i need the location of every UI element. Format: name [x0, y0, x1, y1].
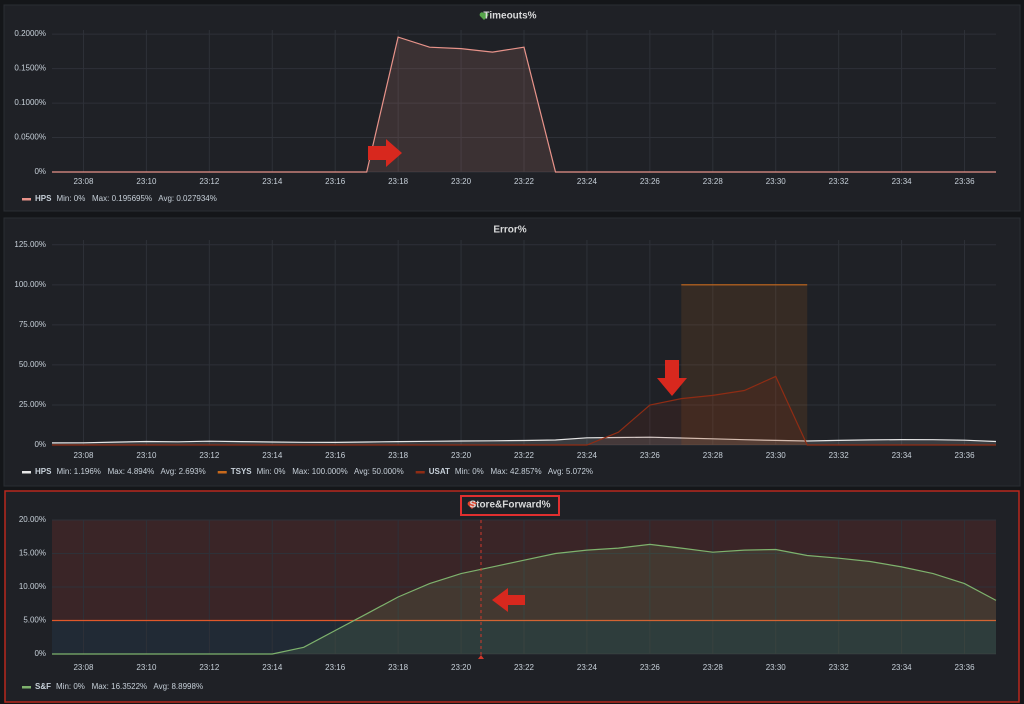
x-tick-label: 23:12 [199, 177, 220, 186]
legend-swatch [22, 471, 31, 474]
x-tick-label: 23:14 [262, 451, 283, 460]
annotation-marker [478, 655, 484, 659]
y-tick-label: 50.00% [19, 360, 46, 369]
x-tick-label: 23:34 [892, 177, 913, 186]
y-tick-label: 25.00% [19, 400, 46, 409]
x-tick-label: 23:32 [829, 663, 850, 672]
arrow [492, 588, 525, 612]
x-tick-label: 23:26 [640, 451, 661, 460]
series-line [52, 543, 997, 655]
x-tick-label: 23:14 [262, 177, 283, 186]
y-tick-label: 15.00% [19, 549, 46, 558]
y-tick-label: 0% [34, 649, 46, 658]
x-tick-label: 23:20 [451, 663, 472, 672]
y-tick-label: 0.1000% [14, 98, 46, 107]
x-tick-label: 23:36 [955, 451, 976, 460]
x-tick-label: 23:24 [577, 177, 598, 186]
y-tick-label: 0.1500% [14, 64, 46, 73]
x-tick-label: 23:12 [199, 663, 220, 672]
x-tick-label: 23:30 [766, 451, 787, 460]
chart-title: Error% [493, 225, 526, 236]
x-tick-label: 23:18 [388, 663, 409, 672]
legend-swatch [22, 686, 31, 689]
series-line [52, 36, 996, 173]
x-tick-label: 23:34 [892, 451, 913, 460]
legend-label[interactable]: S&F [35, 682, 51, 691]
x-tick-label: 23:28 [703, 663, 724, 672]
legend-stats: Min: 0% Max: 0.195695% Avg: 0.027934% [56, 194, 216, 203]
x-tick-label: 23:20 [451, 451, 472, 460]
legend-label[interactable]: USAT [429, 467, 450, 476]
x-tick-label: 23:14 [262, 663, 283, 672]
annotations [368, 139, 687, 659]
series-area [52, 37, 996, 172]
panel [3, 217, 1021, 487]
series-area [52, 376, 996, 445]
title-highlight [460, 495, 560, 516]
x-tick-label: 23:36 [955, 663, 976, 672]
x-tick-label: 23:24 [577, 663, 598, 672]
legend-label[interactable]: TSYS [231, 467, 253, 476]
series-area [681, 284, 808, 445]
chart-title: Store&Forward% [469, 500, 550, 511]
x-tick-label: 23:16 [325, 451, 346, 460]
x-tick-label: 23:16 [325, 663, 346, 672]
x-tick-label: 23:12 [199, 451, 220, 460]
x-tick-label: 23:36 [955, 177, 976, 186]
x-tick-label: 23:10 [136, 177, 157, 186]
y-tick-label: 0% [34, 167, 46, 176]
y-tick-label: 0.2000% [14, 29, 46, 38]
y-tick-label: 100.00% [14, 280, 46, 289]
x-tick-label: 23:30 [766, 663, 787, 672]
x-tick-label: 23:08 [73, 451, 94, 460]
y-tick-label: 0.0500% [14, 133, 46, 142]
x-tick-label: 23:20 [451, 177, 472, 186]
y-tick-label: 0% [34, 440, 46, 449]
legend-swatch [217, 471, 227, 474]
arrow [657, 360, 687, 396]
x-tick-label: 23:32 [829, 177, 850, 186]
x-tick-label: 23:10 [136, 663, 157, 672]
legend-label[interactable]: HPS [35, 194, 52, 203]
legend-swatch [22, 198, 31, 201]
x-tick-label: 23:10 [136, 451, 157, 460]
x-tick-label: 23:08 [73, 177, 94, 186]
x-tick-label: 23:18 [388, 451, 409, 460]
legend-stats: Min: 1.196% Max: 4.894% Avg: 2.693% [56, 467, 205, 476]
x-tick-label: 23:26 [640, 177, 661, 186]
x-tick-label: 23:30 [766, 177, 787, 186]
x-tick-label: 23:18 [388, 177, 409, 186]
chart-title: Timeouts% [483, 11, 536, 22]
y-tick-label: 5.00% [23, 616, 46, 625]
x-tick-label: 23:28 [703, 451, 724, 460]
x-tick-label: 23:26 [640, 663, 661, 672]
y-tick-label: 20.00% [19, 515, 46, 524]
series-line [51, 436, 997, 444]
legend-label[interactable]: HPS [35, 467, 52, 476]
legend-stats: Min: 0% Max: 16.3522% Avg: 8.8998% [56, 682, 203, 691]
x-tick-label: 23:32 [829, 451, 850, 460]
x-tick-label: 23:08 [73, 663, 94, 672]
x-tick-label: 23:22 [514, 663, 535, 672]
panel [3, 4, 1021, 212]
y-tick-label: 75.00% [19, 320, 46, 329]
legend-stats: Min: 0% Max: 42.857% Avg: 5.072% [455, 467, 593, 476]
legend-swatch [415, 471, 425, 474]
status-icon [467, 501, 477, 509]
legend-stats: Min: 0% Max: 100.000% Avg: 50.000% [257, 467, 404, 476]
arrow [368, 139, 402, 167]
y-tick-label: 125.00% [14, 240, 46, 249]
y-tick-label: 10.00% [19, 582, 46, 591]
series-line [52, 375, 996, 446]
x-tick-label: 23:24 [577, 451, 598, 460]
x-tick-label: 23:28 [703, 177, 724, 186]
status-icon [479, 12, 489, 20]
x-tick-label: 23:22 [514, 451, 535, 460]
x-tick-label: 23:22 [514, 177, 535, 186]
x-tick-label: 23:16 [325, 177, 346, 186]
x-tick-label: 23:34 [892, 663, 913, 672]
